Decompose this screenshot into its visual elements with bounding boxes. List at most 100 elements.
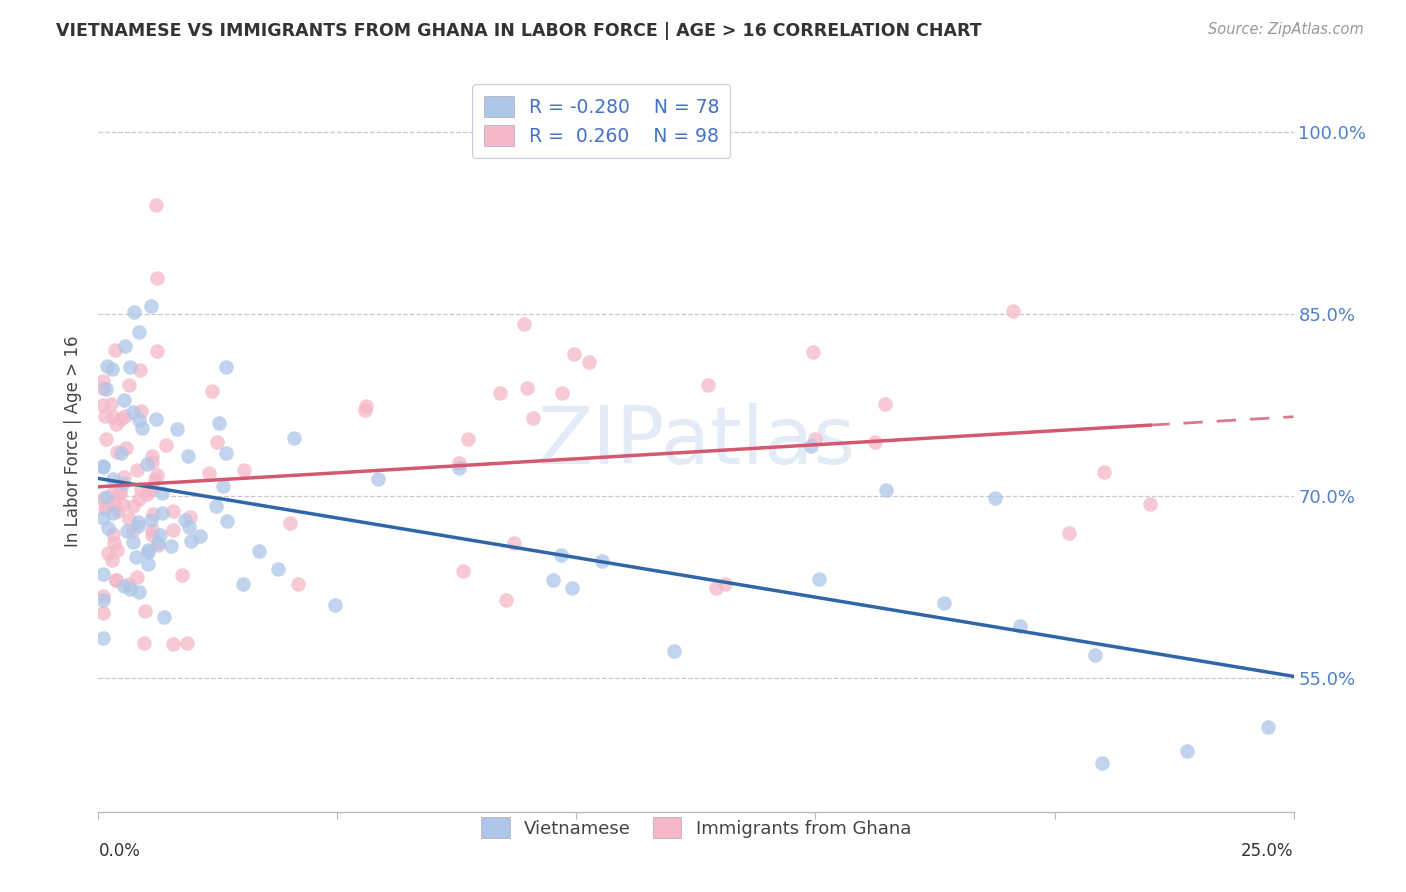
Point <box>179 510 201 524</box>
Point <box>105 445 128 459</box>
Point <box>125 549 148 564</box>
Point <box>128 492 150 507</box>
Point <box>91 566 114 581</box>
Point <box>803 345 825 359</box>
Point <box>1010 619 1032 633</box>
Point <box>103 494 125 508</box>
Point <box>170 567 193 582</box>
Point <box>107 504 129 518</box>
Point <box>177 520 200 534</box>
Point <box>94 490 117 504</box>
Point <box>112 470 135 484</box>
Point <box>128 325 150 339</box>
Y-axis label: In Labor Force | Age > 16: In Labor Force | Age > 16 <box>65 335 83 548</box>
Point <box>94 501 117 516</box>
Point <box>118 577 141 591</box>
Point <box>97 546 120 560</box>
Point <box>114 409 136 423</box>
Point <box>103 535 125 549</box>
Point <box>197 466 219 480</box>
Point <box>162 504 184 518</box>
Point <box>551 385 574 400</box>
Point <box>278 516 301 531</box>
Point <box>139 299 162 313</box>
Point <box>180 533 202 548</box>
Point <box>91 593 114 607</box>
Point <box>215 514 238 528</box>
Point <box>118 359 141 374</box>
Point <box>166 422 188 436</box>
Point <box>146 538 169 552</box>
Point <box>138 484 160 499</box>
Point <box>91 606 114 620</box>
Point <box>714 577 737 591</box>
Point <box>1002 303 1025 318</box>
Point <box>101 527 124 541</box>
Point <box>127 515 149 529</box>
Point <box>136 543 159 558</box>
Point <box>495 593 517 607</box>
Point <box>550 548 572 562</box>
Point <box>1091 756 1114 771</box>
Point <box>129 363 152 377</box>
Text: ZIPatlas: ZIPatlas <box>537 402 855 481</box>
Point <box>94 433 117 447</box>
Point <box>367 472 389 486</box>
Point <box>94 409 117 423</box>
Point <box>108 486 131 500</box>
Point <box>138 545 160 559</box>
Point <box>516 381 538 395</box>
Point <box>131 421 153 435</box>
Point <box>155 438 177 452</box>
Point <box>120 582 142 597</box>
Point <box>457 432 479 446</box>
Point <box>541 573 564 587</box>
Point <box>215 445 238 459</box>
Point <box>91 632 114 646</box>
Point <box>141 450 163 464</box>
Point <box>1175 744 1198 758</box>
Point <box>122 499 145 513</box>
Point <box>136 557 159 571</box>
Point <box>118 377 141 392</box>
Point <box>128 584 150 599</box>
Point <box>578 354 600 368</box>
Point <box>353 403 375 417</box>
Point <box>134 636 156 650</box>
Point <box>101 472 124 486</box>
Point <box>875 483 897 497</box>
Point <box>1139 497 1161 511</box>
Point <box>232 577 254 591</box>
Point <box>449 461 471 475</box>
Point <box>110 446 132 460</box>
Point <box>91 381 114 395</box>
Point <box>105 573 128 587</box>
Point <box>100 397 122 411</box>
Point <box>522 411 544 425</box>
Point <box>562 346 585 360</box>
Point <box>150 486 173 500</box>
Point <box>146 343 169 358</box>
Point <box>489 386 512 401</box>
Point <box>143 472 166 486</box>
Point <box>141 482 163 496</box>
Point <box>984 491 1007 505</box>
Point <box>162 637 184 651</box>
Point <box>115 524 138 538</box>
Point <box>112 578 135 592</box>
Point <box>141 455 163 469</box>
Point <box>103 496 125 510</box>
Point <box>122 304 145 318</box>
Text: Source: ZipAtlas.com: Source: ZipAtlas.com <box>1208 22 1364 37</box>
Point <box>1092 465 1115 479</box>
Point <box>150 506 173 520</box>
Point <box>114 339 136 353</box>
Point <box>287 577 309 591</box>
Point <box>112 498 135 512</box>
Point <box>101 361 124 376</box>
Text: VIETNAMESE VS IMMIGRANTS FROM GHANA IN LABOR FORCE | AGE > 16 CORRELATION CHART: VIETNAMESE VS IMMIGRANTS FROM GHANA IN L… <box>56 22 981 40</box>
Point <box>152 609 174 624</box>
Point <box>105 543 128 558</box>
Point <box>176 635 198 649</box>
Point <box>932 596 955 610</box>
